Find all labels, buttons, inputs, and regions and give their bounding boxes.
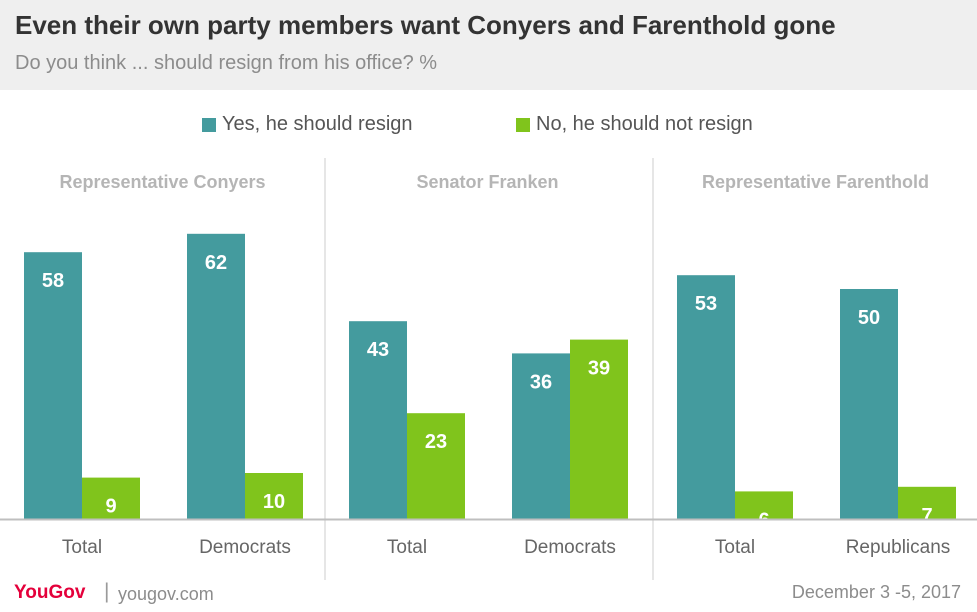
bar-no: [82, 477, 140, 519]
legend: Yes, he should resign No, he should not …: [0, 113, 977, 139]
header-band: Even their own party members want Conyer…: [0, 0, 977, 90]
logo-gov-text: Gov: [48, 582, 86, 603]
chart-title: Even their own party members want Conyer…: [15, 10, 836, 40]
legend-label-yes: Yes, he should resign: [222, 113, 413, 135]
data-label: 43: [367, 339, 389, 361]
data-label: 10: [263, 491, 285, 513]
bar-yes: [349, 321, 407, 519]
category-label: Republicans: [846, 537, 951, 558]
footer-url: yougov.com: [118, 584, 214, 604]
category-label: Democrats: [199, 537, 291, 558]
data-label: 50: [858, 307, 880, 329]
bar-no: [735, 491, 793, 519]
bar-yes: [24, 252, 82, 519]
bar-no: [570, 339, 628, 519]
chart-subtitle: Do you think ... should resign from his …: [15, 52, 438, 74]
legend-swatch-yes: [202, 117, 216, 132]
footer-separator: |: [104, 580, 110, 603]
category-label: Democrats: [524, 537, 616, 558]
category-label: Total: [62, 537, 102, 558]
bar-no: [245, 473, 303, 519]
logo-you-text: You: [14, 582, 49, 603]
data-label: 7: [921, 505, 932, 527]
category-label: Total: [715, 537, 755, 558]
data-label: 58: [42, 270, 64, 292]
bar-no: [407, 413, 465, 519]
footer-date: December 3 -5, 2017: [791, 582, 961, 602]
legend-item-no: No, he should not resign: [516, 113, 753, 136]
bar-yes: [512, 353, 570, 519]
yougov-logo: YouGov: [14, 582, 85, 604]
panel-title: Representative Farenthold: [702, 172, 929, 192]
legend-label-no: No, he should not resign: [536, 113, 753, 135]
data-label: 9: [105, 496, 116, 518]
data-label: 36: [530, 371, 552, 393]
panel-title: Senator Franken: [416, 172, 558, 192]
bar-yes: [840, 289, 898, 519]
legend-item-yes: Yes, he should resign: [202, 113, 413, 136]
data-label: 62: [205, 252, 227, 274]
panel-title: Representative Conyers: [59, 172, 265, 192]
data-label: 39: [588, 358, 610, 380]
data-label: 23: [425, 431, 447, 453]
bar-yes: [677, 275, 735, 519]
legend-swatch-no: [516, 117, 530, 132]
data-label: 53: [695, 293, 717, 315]
bar-yes: [187, 233, 245, 520]
category-label: Total: [387, 537, 427, 558]
bar-no: [898, 486, 956, 519]
